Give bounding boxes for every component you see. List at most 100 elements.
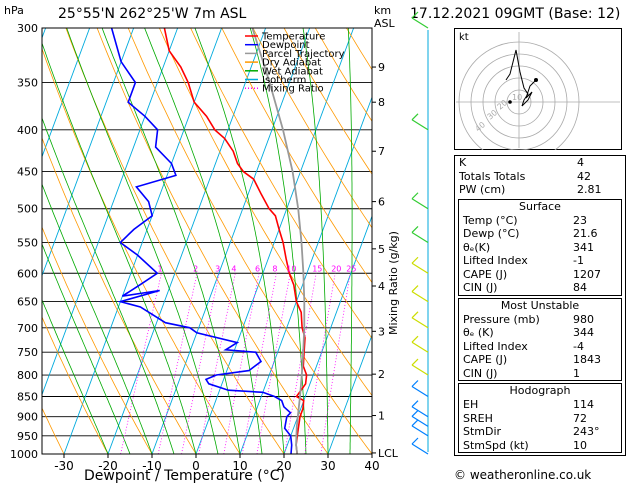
surface-row: Lifted Index -1 — [459, 254, 621, 268]
height-unit-label: km ASL — [374, 4, 395, 30]
surface-value: 84 — [573, 281, 587, 294]
pw-label: PW (cm) — [459, 183, 506, 196]
hodograph-title: Hodograph — [509, 384, 571, 397]
series-dewpoint — [110, 28, 293, 454]
mixing-ratio-label: 8 — [272, 264, 277, 273]
wind-barb — [411, 415, 429, 427]
hodo-row: EH 114 — [459, 398, 621, 412]
wind-barb — [411, 425, 429, 437]
pressure-tick-label: 750 — [17, 346, 38, 359]
surface-value: 21.6 — [573, 227, 598, 240]
km-unit: km — [374, 4, 392, 17]
copyright-footer: © weatheronline.co.uk — [454, 468, 592, 482]
wet-adiabat-line — [371, 441, 372, 454]
height-tick-label: 9 — [378, 61, 385, 74]
wet-adiabat-line — [42, 243, 131, 454]
mixing-ratio-line — [223, 273, 260, 454]
x-tick-label: 30 — [320, 459, 335, 473]
dry-adiabat-line — [190, 28, 372, 340]
series-temperature — [163, 28, 308, 454]
surface-value: 23 — [573, 213, 587, 227]
pw-value: 2.81 — [577, 183, 602, 196]
chart-series — [110, 28, 308, 454]
isotherm-line — [63, 28, 223, 454]
wet-adiabat-line — [42, 183, 153, 454]
isotherm-line — [327, 333, 372, 454]
surface-value: -1 — [573, 254, 584, 267]
surface-label: Lifted Index — [463, 254, 528, 267]
asl-unit: ASL — [374, 17, 395, 30]
wet-adiabat-line — [144, 28, 263, 454]
datetime-title: 17.12.2021 09GMT (Base: 12) — [410, 6, 621, 22]
wind-barb-flag — [411, 358, 419, 366]
pressure-tick-label: 850 — [17, 390, 38, 403]
hodograph-frame — [454, 28, 622, 150]
mu-row: CIN (J) 1 — [459, 367, 621, 381]
height-tick-label: 7 — [378, 145, 385, 158]
dry-adiabat-line — [65, 28, 285, 454]
x-tick-label: 10 — [232, 459, 247, 473]
totals-value: 42 — [577, 169, 591, 183]
hodograph-unit-label: kt — [459, 32, 469, 43]
mixing-ratio-label: 1 — [157, 264, 162, 273]
surface-row: θₑ(K) 341 — [459, 241, 621, 255]
pressure-tick-label: 950 — [17, 430, 38, 443]
wind-barb-flag — [411, 113, 419, 121]
pressure-tick-label: 350 — [17, 77, 38, 90]
dry-adiabat-line — [42, 47, 241, 454]
mu-label: CAPE (J) — [463, 353, 508, 366]
height-tick-label: 4 — [378, 280, 385, 293]
hodograph-trace — [505, 49, 529, 107]
mu-value: 980 — [573, 312, 594, 326]
totals-row: Totals Totals 42 — [455, 170, 625, 184]
series-parcel-trajectory — [251, 28, 306, 454]
surface-value: 1207 — [573, 267, 601, 281]
mu-row: CAPE (J) 1843 — [459, 353, 621, 367]
pressure-tick-label: 550 — [17, 236, 38, 249]
mu-value: 1843 — [573, 353, 601, 366]
mixing-ratio-label: 15 — [312, 264, 322, 273]
wind-barb — [411, 385, 429, 398]
mixing-ratio-line — [120, 273, 162, 454]
wind-barb-flag — [411, 437, 419, 445]
wind-barb-flag — [411, 285, 419, 293]
k-index-value: 4 — [577, 156, 584, 169]
mixing-ratio-label: 3 — [215, 264, 220, 273]
pressure-tick-label: 450 — [17, 165, 38, 178]
hodo-value: 243° — [573, 425, 600, 438]
dry-adiabat-line — [42, 316, 109, 454]
wind-barb-flag — [411, 226, 419, 233]
isotherm-line — [42, 28, 179, 396]
height-tick-label: 8 — [378, 96, 385, 109]
mu-label: CIN (J) — [463, 366, 498, 380]
wind-barb — [411, 119, 429, 131]
pressure-tick-label: 700 — [17, 322, 38, 335]
surface-value: 341 — [573, 240, 594, 254]
hodo-label: StmSpd (kt) — [463, 438, 529, 452]
dry-adiabat-line — [252, 28, 372, 229]
mixing-ratio-label: 20 — [331, 264, 341, 273]
isotherm-line — [42, 28, 135, 277]
k-index-label: K — [459, 156, 467, 169]
isotherm-line — [283, 214, 372, 454]
wet-adiabat-line — [302, 28, 329, 454]
height-tick-label: 6 — [378, 196, 385, 209]
dry-adiabat-line — [283, 28, 372, 175]
isotherm-line — [151, 28, 311, 454]
height-tick-label: 1 — [378, 410, 385, 423]
surface-row: CAPE (J) 1207 — [459, 268, 621, 282]
pressure-tick-label: 650 — [17, 296, 38, 309]
pressure-tick-label: 500 — [17, 203, 38, 216]
hodo-value: 10 — [573, 438, 587, 452]
isotherm-line — [0, 28, 2, 454]
surface-row: Temp (°C) 23 — [459, 214, 621, 228]
legend-label: Isotherm — [262, 75, 306, 86]
mixing-ratio-label: 4 — [231, 264, 236, 273]
mixing-ratio-line — [157, 273, 198, 454]
isotherm-line — [195, 28, 355, 454]
surface-label: CIN (J) — [463, 281, 498, 294]
most-unstable-box: Most Unstable Pressure (mb) 980 θₑ (K) 344… — [458, 297, 622, 381]
